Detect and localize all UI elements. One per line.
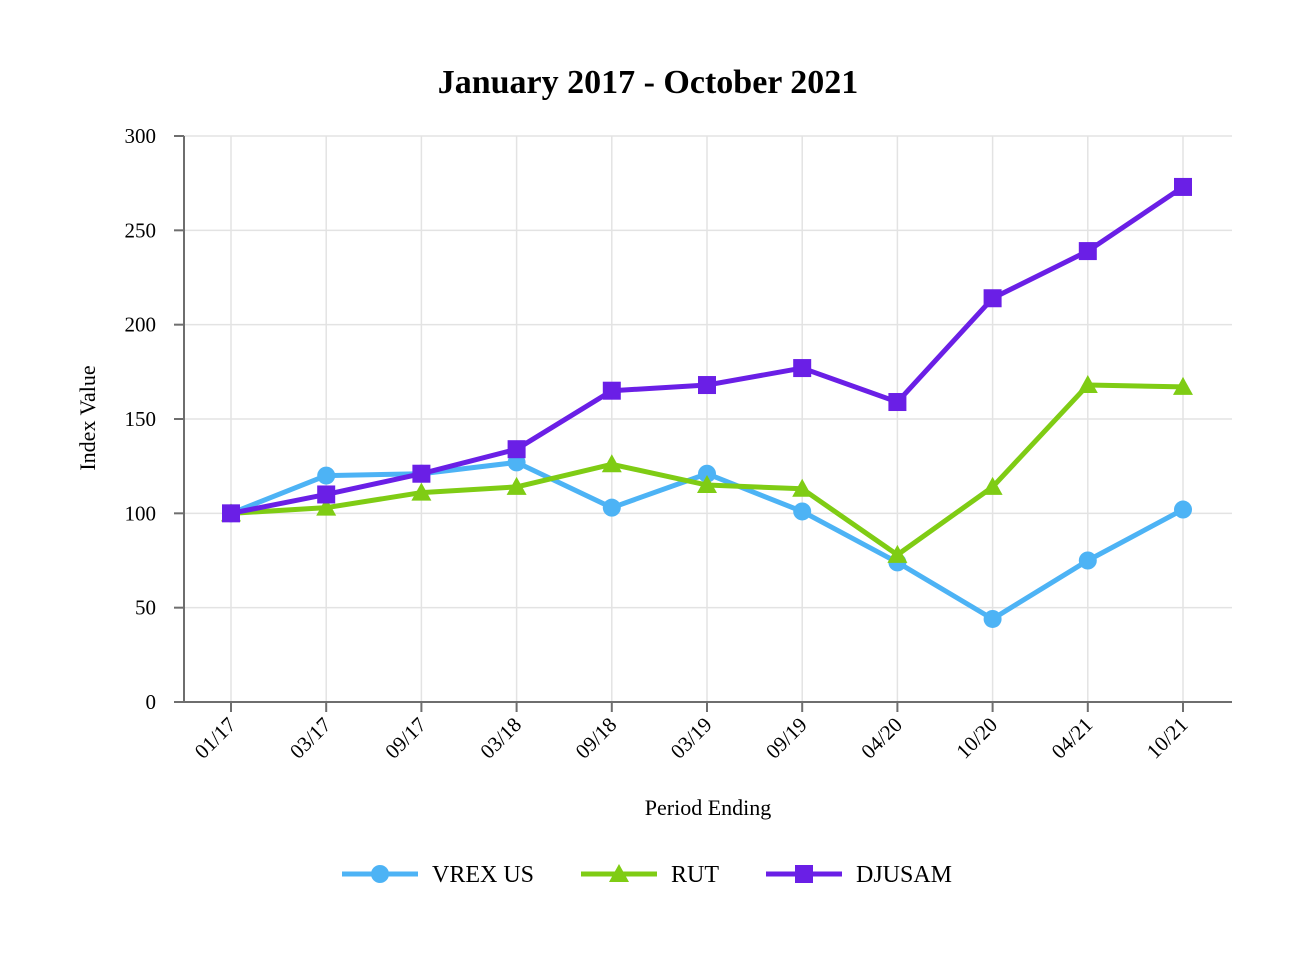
y-tick-label: 150 [125, 407, 157, 431]
data-point [1078, 551, 1097, 570]
x-tick-label: 04/20 [856, 713, 907, 764]
data-point [316, 497, 337, 516]
x-tick-label: 03/19 [666, 713, 717, 764]
x-tick-label: 01/17 [190, 713, 241, 764]
y-tick-labels: 0 50 100 150 200 250 300 [125, 124, 157, 714]
legend: VREX US RUT DJUSAM [342, 862, 952, 888]
x-tick-label: 09/18 [571, 713, 622, 764]
y-tick-label: 100 [125, 501, 157, 525]
y-tick-label: 0 [146, 690, 157, 714]
data-point [1174, 177, 1192, 196]
data-point [317, 466, 336, 485]
x-tick-label: 03/17 [285, 713, 336, 764]
legend-marker [795, 865, 813, 883]
data-point [982, 476, 1003, 495]
x-tick-label: 03/18 [475, 713, 526, 764]
data-point [602, 498, 621, 517]
legend-label: RUT [671, 862, 719, 888]
data-point [887, 544, 908, 563]
x-tick-labels: 01/17 03/17 09/17 03/18 09/18 03/19 09/19 04/20… [190, 713, 1193, 764]
axes [174, 135, 1232, 712]
data-point [317, 485, 336, 504]
legend-marker [609, 864, 629, 882]
legend-label: VREX US [432, 862, 534, 888]
legend-marker [371, 865, 389, 883]
data-point [792, 478, 813, 497]
data-point [888, 393, 907, 412]
data-point [983, 289, 1002, 308]
data-point [793, 359, 812, 378]
data-point [507, 440, 526, 459]
data-point [601, 454, 622, 473]
data-point [1173, 376, 1193, 395]
legend-label: DJUSAM [856, 862, 952, 888]
chart-title: January 2017 - October 2021 [438, 64, 859, 101]
data-point [1077, 375, 1098, 394]
data-point [698, 376, 716, 395]
data-point [1078, 242, 1097, 261]
series-group [221, 177, 1193, 628]
x-tick-label: 09/17 [380, 713, 431, 764]
y-tick-label: 200 [125, 313, 157, 337]
grid-lines [184, 135, 1232, 702]
data-point [697, 475, 717, 494]
data-point [602, 381, 621, 400]
y-tick-label: 300 [125, 124, 157, 148]
data-point [411, 482, 432, 501]
y-tick-label: 250 [125, 218, 157, 242]
y-axis-label: Index Value [75, 365, 100, 470]
data-point [412, 464, 431, 483]
data-point [983, 609, 1002, 628]
data-point [1174, 500, 1192, 519]
x-tick-label: 09/19 [761, 713, 812, 764]
data-point [222, 504, 240, 523]
legend-item: VREX US [342, 862, 534, 888]
series-djusam [222, 177, 1192, 523]
legend-item: RUT [581, 862, 719, 888]
x-tick-label: 10/20 [951, 713, 1002, 764]
x-tick-label: 04/21 [1047, 713, 1098, 764]
data-point [698, 464, 716, 483]
series-rut [221, 375, 1193, 563]
y-tick-label: 50 [135, 596, 156, 620]
x-axis-label: Period Ending [645, 795, 772, 820]
x-tick-label: 10/21 [1142, 713, 1193, 764]
data-point [793, 502, 812, 521]
data-point [506, 476, 527, 495]
legend-item: DJUSAM [766, 862, 952, 888]
